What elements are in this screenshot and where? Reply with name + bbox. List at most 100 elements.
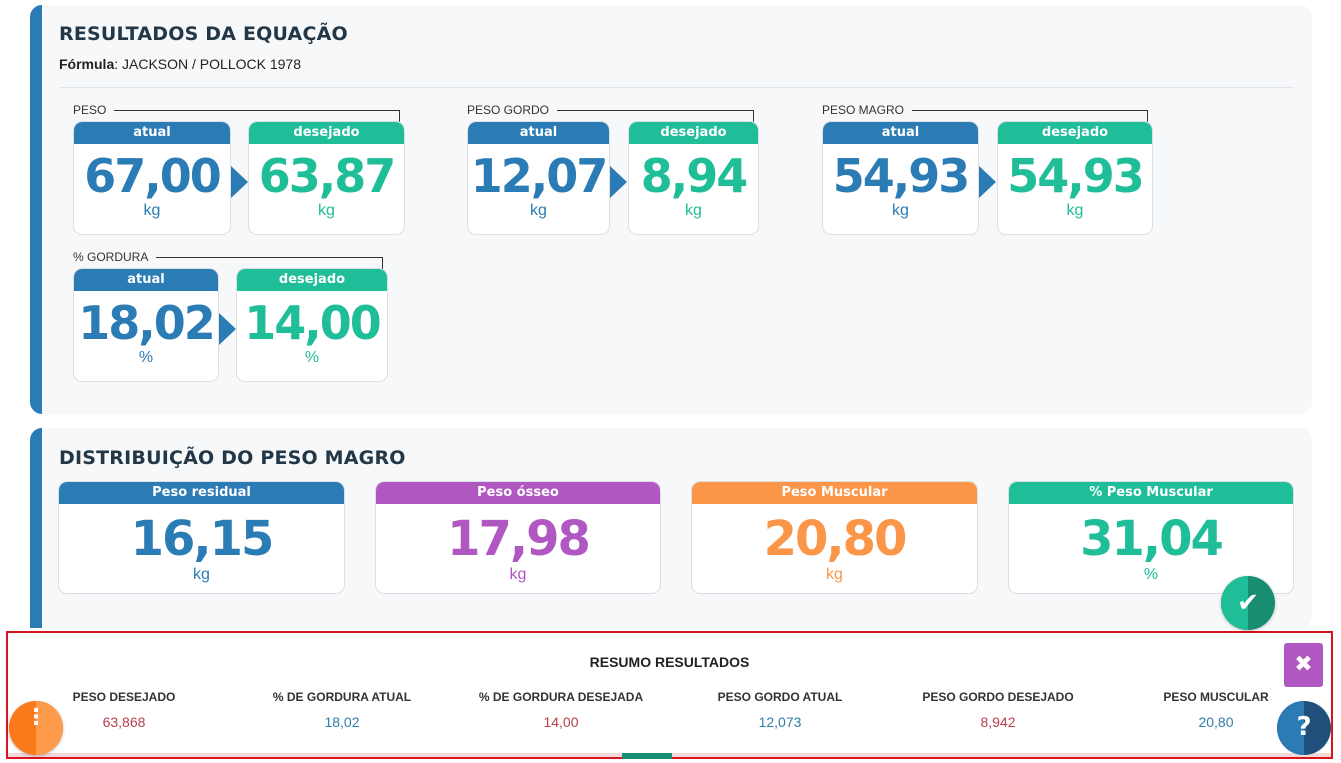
card-value: 18,02	[78, 296, 216, 350]
group-peso: PESO atual 67,00 kg desejado 63,87 kg	[73, 103, 413, 238]
summary-item: PESO DESEJADO 63,868	[24, 690, 224, 730]
card-header: atual	[823, 122, 978, 144]
card-value: 31,04	[1080, 511, 1224, 567]
card-value: 63,87	[258, 149, 397, 203]
card-unit: %	[138, 349, 154, 366]
card-value: 54,93	[832, 149, 971, 203]
group-label: % GORDURA	[73, 250, 157, 264]
group-bracket	[83, 110, 400, 122]
distribution-title: DISTRIBUIÇÃO DO PESO MAGRO	[59, 447, 406, 469]
bottom-tab	[622, 753, 672, 759]
card-unit: %	[1143, 566, 1159, 583]
card-value: 17,98	[447, 511, 591, 567]
card-header: atual	[74, 122, 230, 144]
card-value: 8,94	[640, 149, 749, 203]
group-bracket	[83, 257, 383, 269]
current-card: atual 67,00 kg	[73, 121, 231, 235]
summary-value: 18,02	[324, 714, 360, 730]
card-unit: kg	[193, 566, 210, 583]
desired-card: desejado 63,87 kg	[248, 121, 405, 235]
residual-weight-card: Peso residual 16,15 kg	[58, 481, 345, 594]
summary-value: 20,80	[1198, 714, 1234, 730]
card-header: % Peso Muscular	[1009, 482, 1293, 504]
summary-value: 14,00	[543, 714, 579, 730]
current-card: atual 18,02 %	[73, 268, 219, 382]
muscle-weight-card: Peso Muscular 20,80 kg	[691, 481, 978, 594]
current-card: atual 12,07 kg	[467, 121, 610, 235]
summary-panel: RESUMO RESULTADOS PESO DESEJADO 63,868 %…	[6, 631, 1333, 759]
group-peso-magro: PESO MAGRO atual 54,93 kg desejado 54,93…	[822, 103, 1162, 238]
card-header: desejado	[237, 269, 387, 291]
summary-label: % DE GORDURA ATUAL	[272, 690, 412, 704]
distribution-panel: DISTRIBUIÇÃO DO PESO MAGRO Peso residual…	[30, 428, 1312, 628]
card-value: 12,07	[470, 149, 609, 203]
desired-card: desejado 8,94 kg	[628, 121, 759, 235]
check-icon: ✔	[1237, 588, 1259, 618]
card-unit: kg	[826, 566, 843, 583]
arrow-right-icon	[979, 166, 996, 198]
card-value: 67,00	[84, 149, 222, 203]
results-title: RESULTADOS DA EQUAÇÃO	[59, 23, 348, 45]
summary-value: 8,942	[980, 714, 1016, 730]
group-label: PESO	[73, 103, 115, 117]
menu-button[interactable]: ⋮	[9, 701, 63, 755]
card-header: Peso ósseo	[376, 482, 660, 504]
card-unit: kg	[892, 202, 909, 219]
close-icon: ✖	[1294, 652, 1313, 677]
summary-item: % DE GORDURA ATUAL 18,02	[242, 690, 442, 730]
card-unit: kg	[143, 202, 161, 219]
card-unit: kg	[509, 566, 527, 583]
card-header: Peso residual	[59, 482, 344, 504]
summary-item: PESO GORDO DESEJADO 8,942	[898, 690, 1098, 730]
card-header: atual	[74, 269, 218, 291]
question-icon: ?	[1296, 712, 1312, 742]
desired-card: desejado 14,00 %	[236, 268, 388, 382]
summary-label: PESO GORDO DESEJADO	[922, 690, 1074, 704]
bone-weight-card: Peso ósseo 17,98 kg	[375, 481, 661, 594]
group-label: PESO MAGRO	[822, 103, 913, 117]
summary-item: PESO GORDO ATUAL 12,073	[680, 690, 880, 730]
card-unit: kg	[530, 202, 547, 219]
card-value: 20,80	[763, 511, 908, 567]
card-header: atual	[468, 122, 609, 144]
card-unit: kg	[318, 202, 335, 219]
card-unit: kg	[1066, 202, 1084, 219]
summary-label: % DE GORDURA DESEJADA	[478, 690, 644, 704]
card-header: desejado	[629, 122, 758, 144]
summary-label: PESO DESEJADO	[72, 690, 176, 704]
group-bracket	[477, 110, 754, 122]
divider	[59, 87, 1294, 88]
card-unit: %	[304, 349, 320, 366]
desired-card: desejado 54,93 kg	[997, 121, 1153, 235]
summary-item: PESO MUSCULAR 20,80	[1116, 690, 1316, 730]
muscle-percent-card: % Peso Muscular 31,04 %	[1008, 481, 1294, 594]
arrow-right-icon	[610, 166, 627, 198]
card-unit: kg	[685, 202, 702, 219]
summary-item: % DE GORDURA DESEJADA 14,00	[461, 690, 661, 730]
group-gordura: % GORDURA atual 18,02 % desejado 14,00 %	[73, 250, 393, 385]
formula-value: : JACKSON / POLLOCK 1978	[114, 56, 301, 72]
close-button[interactable]: ✖	[1284, 643, 1323, 687]
confirm-button[interactable]: ✔	[1221, 576, 1275, 630]
formula-line: Fórmula: JACKSON / POLLOCK 1978	[59, 56, 301, 72]
card-header: desejado	[249, 122, 404, 144]
group-peso-gordo: PESO GORDO atual 12,07 kg desejado 8,94 …	[467, 103, 767, 238]
summary-label: PESO GORDO ATUAL	[717, 690, 843, 704]
card-header: desejado	[998, 122, 1152, 144]
card-header: Peso Muscular	[692, 482, 977, 504]
current-card: atual 54,93 kg	[822, 121, 979, 235]
summary-title: RESUMO RESULTADOS	[589, 654, 750, 670]
card-value: 54,93	[1007, 149, 1145, 203]
vertical-dots-icon: ⋮	[25, 705, 47, 730]
group-label: PESO GORDO	[467, 103, 558, 117]
summary-value: 12,073	[758, 714, 802, 730]
arrow-right-icon	[231, 166, 248, 198]
summary-value: 63,868	[102, 714, 146, 730]
arrow-right-icon	[219, 313, 236, 345]
results-panel: RESULTADOS DA EQUAÇÃO Fórmula: JACKSON /…	[30, 5, 1312, 414]
card-value: 16,15	[130, 511, 275, 567]
group-bracket	[832, 110, 1148, 122]
help-button[interactable]: ?	[1277, 701, 1331, 755]
summary-label: PESO MUSCULAR	[1163, 690, 1269, 704]
formula-label: Fórmula	[59, 56, 115, 72]
